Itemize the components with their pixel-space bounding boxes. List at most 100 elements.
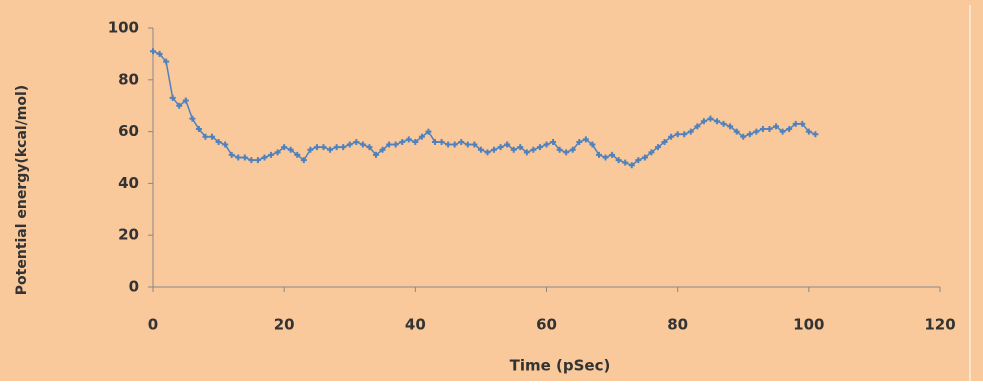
point	[150, 48, 156, 55]
point	[340, 144, 347, 151]
point	[641, 154, 648, 161]
point	[517, 144, 524, 151]
point	[576, 138, 583, 145]
point	[654, 144, 661, 151]
x-tick-label: 0	[148, 316, 158, 334]
y-tick-label: 80	[118, 70, 139, 88]
point	[622, 159, 629, 166]
point	[327, 146, 334, 153]
point	[694, 123, 701, 130]
point	[248, 157, 255, 164]
point	[451, 141, 458, 148]
point	[786, 126, 793, 133]
point	[425, 128, 432, 135]
point	[759, 126, 766, 133]
point	[582, 136, 589, 143]
point	[628, 162, 635, 169]
point	[595, 151, 602, 158]
point	[405, 136, 412, 143]
point	[668, 133, 675, 140]
point	[523, 149, 530, 156]
point	[530, 146, 537, 153]
point	[294, 151, 301, 158]
point	[536, 144, 543, 151]
point	[412, 138, 419, 145]
x-axis-label: Time (pSec)	[510, 357, 611, 375]
point	[550, 138, 557, 145]
point	[714, 118, 721, 125]
point	[432, 138, 439, 145]
point	[773, 123, 780, 130]
point	[799, 120, 806, 127]
point	[333, 144, 340, 151]
point	[484, 149, 491, 156]
point	[602, 154, 609, 161]
x-tick-label: 80	[667, 316, 688, 334]
point	[386, 141, 393, 148]
point	[543, 141, 550, 148]
point	[700, 118, 707, 125]
point	[281, 144, 288, 151]
point	[209, 133, 216, 140]
point	[753, 128, 760, 135]
point	[563, 149, 570, 156]
point	[569, 146, 576, 153]
point	[228, 151, 235, 158]
point	[359, 141, 366, 148]
y-tick-label: 20	[118, 226, 139, 244]
point	[202, 133, 209, 140]
point	[300, 157, 307, 164]
point	[510, 146, 517, 153]
point	[313, 144, 320, 151]
point	[254, 157, 261, 164]
point	[727, 123, 734, 130]
y-tick-label: 40	[118, 174, 139, 192]
point	[241, 154, 248, 161]
point	[805, 128, 812, 135]
point	[458, 138, 465, 145]
point	[235, 154, 242, 161]
point	[307, 146, 314, 153]
point	[504, 141, 511, 148]
point	[379, 146, 386, 153]
point	[648, 149, 655, 156]
point	[445, 141, 452, 148]
x-tick-label: 120	[924, 316, 955, 334]
x-tick-label: 20	[274, 316, 295, 334]
point	[497, 144, 504, 151]
point	[189, 115, 196, 122]
x-tick-label: 100	[793, 316, 824, 334]
x-tick-label: 40	[405, 316, 426, 334]
point	[674, 131, 681, 138]
point	[156, 50, 163, 57]
point	[438, 138, 445, 145]
point	[215, 138, 222, 145]
point	[418, 133, 425, 140]
point	[399, 138, 406, 145]
point	[589, 141, 596, 148]
point	[176, 102, 183, 109]
point	[274, 149, 281, 156]
point	[169, 94, 176, 101]
point	[195, 126, 202, 133]
point	[720, 120, 727, 127]
point	[287, 146, 294, 153]
y-axis-label: Potential energy(kcal/mol)	[14, 85, 30, 295]
point	[491, 146, 498, 153]
point	[353, 138, 360, 145]
point	[812, 131, 819, 138]
point	[707, 115, 714, 122]
point	[320, 144, 327, 151]
point	[661, 138, 668, 145]
point	[609, 151, 616, 158]
x-tick-label: 60	[536, 316, 557, 334]
point	[792, 120, 799, 127]
y-tick-label: 60	[118, 122, 139, 140]
point	[346, 141, 353, 148]
point	[779, 128, 786, 135]
point	[687, 128, 694, 135]
point	[222, 141, 229, 148]
point	[366, 144, 373, 151]
point	[392, 141, 399, 148]
